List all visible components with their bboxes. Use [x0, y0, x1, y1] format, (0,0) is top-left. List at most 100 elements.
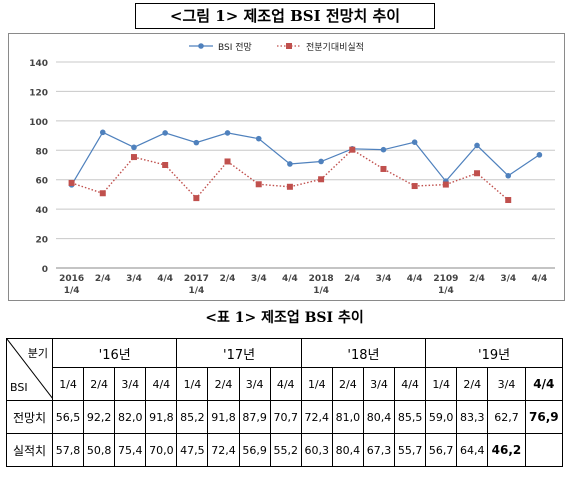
data-point-bsi-forecast	[411, 139, 418, 145]
data-point-bsi-forecast	[474, 142, 480, 149]
x-tick-label: 4/4	[282, 274, 298, 284]
data-point-bsi-forecast	[380, 146, 387, 153]
x-tick-label: 3/4	[376, 274, 392, 284]
table-cell: 50,8	[83, 433, 116, 467]
series-line-bsi-forecast	[71, 131, 540, 186]
year-header: '18년	[300, 338, 427, 368]
x-tick-label: 3/4	[500, 274, 516, 284]
table-cell: 92,2	[83, 400, 116, 434]
table-year-row: 분기 BSI '16년 '17년 '18년 '19년	[6, 338, 563, 401]
chart-series	[68, 129, 543, 204]
table-cell: 56,7	[425, 433, 458, 467]
x-tick-label-line: 2109	[433, 274, 458, 284]
quarter-header: 3/4	[487, 367, 526, 401]
x-tick-label: 3/4	[126, 274, 142, 284]
corner-label-quarter: 분기	[27, 347, 48, 360]
quarter-header: 2/4	[456, 367, 489, 401]
corner-diagonal	[7, 339, 53, 399]
data-point-actual	[349, 146, 356, 153]
x-tick-label: 2/4	[220, 274, 236, 284]
table-cell: 72,4	[207, 433, 240, 467]
table-title: <표 1> 제조업 BSI 추이	[205, 310, 364, 326]
x-tick-label: 4/4	[407, 274, 423, 284]
x-tick-label-line: 2017	[184, 274, 209, 284]
x-tick-label: 2/4	[469, 274, 485, 284]
table-cell	[524, 433, 564, 467]
data-point-bsi-forecast	[505, 172, 512, 179]
bsi-line-chart: 0 20 40 60 80 100 120 140 2016 1/4 2/4 3/4 4/4 2017 1…	[29, 41, 555, 296]
x-tick-label-line: 4/4	[532, 274, 548, 284]
data-point-actual	[318, 176, 325, 183]
data-point-actual	[193, 195, 200, 202]
table-cell: 60,3	[300, 433, 333, 467]
x-tick-label-line: 1/4	[188, 286, 204, 296]
series-line-actual	[71, 148, 509, 201]
quarter-header: 3/4	[362, 367, 396, 401]
quarter-header: 3/4	[114, 367, 147, 401]
table-cell: 80,4	[331, 433, 364, 467]
quarter-header: 4/4	[394, 367, 427, 401]
quarter-header: 4/4	[145, 367, 178, 401]
data-point-bsi-forecast	[318, 158, 324, 165]
table-cell: 91,8	[145, 400, 178, 434]
y-axis-ticks: 0 20 40 60 80 100 120 140	[29, 59, 48, 275]
y-tick-label: 100	[29, 118, 48, 128]
table-cell: 55,2	[269, 433, 302, 467]
x-tick-label-line: 2016	[59, 274, 84, 284]
figure-title-area: <그림 1> 제조업 BSI 전망치 추이	[0, 0, 569, 32]
table-cell: 76,9	[524, 400, 564, 434]
x-tick-label-line: 3/4	[500, 274, 516, 284]
table-cell: 87,9	[238, 400, 271, 434]
row-label-forecast: 전망치	[6, 400, 53, 434]
x-tick-label-line: 2/4	[469, 274, 485, 284]
table-cell: 62,7	[487, 400, 526, 434]
legend-marker-circle	[198, 43, 204, 49]
x-tick-label-line: 3/4	[126, 274, 142, 284]
y-tick-label: 140	[29, 59, 48, 69]
table-cell: 70,0	[145, 433, 178, 467]
x-axis-ticks: 2016 1/4 2/4 3/4 4/4 2017 1/4 2/4 3/4 4/4 2018 1/4 2…	[59, 274, 547, 296]
x-tick-label-line: 2/4	[344, 274, 360, 284]
quarter-header: 4/4	[269, 367, 302, 401]
data-point-bsi-forecast	[162, 130, 168, 136]
y-tick-label: 60	[35, 177, 48, 187]
table-cell: 75,4	[114, 433, 147, 467]
table-cell: 47,5	[176, 433, 209, 467]
table-cell: 56,5	[51, 400, 85, 434]
row-label-actual: 실적치	[6, 433, 53, 467]
table-cell: 72,4	[300, 400, 333, 434]
table-cell: 64,4	[456, 433, 489, 467]
table-row-actual: 실적치 57,8 50,8 75,4 70,0 47,5 72,4 56,9 55,2 60,3…	[6, 433, 564, 467]
data-point-actual	[442, 181, 449, 188]
data-point-actual	[99, 190, 106, 197]
x-tick-label: 2017 1/4	[184, 274, 209, 296]
data-point-bsi-forecast	[224, 130, 231, 136]
data-point-bsi-forecast	[99, 129, 106, 136]
x-tick-label: 2/4	[344, 274, 360, 284]
table-cell: 83,3	[456, 400, 489, 434]
x-tick-label-line: 2/4	[95, 274, 111, 284]
y-tick-label: 0	[42, 265, 48, 275]
table-cell: 85,2	[176, 400, 209, 434]
x-tick-label-line: 2018	[309, 274, 334, 284]
x-tick-label: 2016 1/4	[59, 274, 84, 296]
table-cell: 81,0	[331, 400, 364, 434]
y-tick-label: 20	[35, 236, 48, 246]
table-row-forecast: 전망치 56,5 92,2 82,0 91,8 85,2 91,8 87,9 70,7 72,4…	[6, 400, 564, 434]
data-point-bsi-forecast	[536, 152, 543, 158]
chart-legend: BSI 전망 전분기대비실적	[189, 41, 364, 53]
x-tick-label-line: 3/4	[251, 274, 267, 284]
data-point-actual	[505, 197, 512, 204]
x-tick-label-line: 3/4	[376, 274, 392, 284]
year-header: '17년	[176, 338, 302, 368]
x-tick-label-line: 4/4	[157, 274, 173, 284]
figure-title: <그림 1> 제조업 BSI 전망치 추이	[135, 3, 435, 29]
table-quarter-row: 1/4 2/4 3/4 4/4 1/4 2/4 3/4 4/4 1/4 2/4 3/4 4/4 1/4 2…	[7, 367, 564, 401]
data-point-actual	[68, 179, 75, 186]
data-point-actual	[224, 158, 231, 165]
corner-label-bsi: BSI	[10, 381, 28, 394]
x-tick-label: 3/4	[251, 274, 267, 284]
data-point-actual	[380, 165, 387, 172]
table-cell: 67,3	[362, 433, 396, 467]
quarter-header: 2/4	[207, 367, 240, 401]
